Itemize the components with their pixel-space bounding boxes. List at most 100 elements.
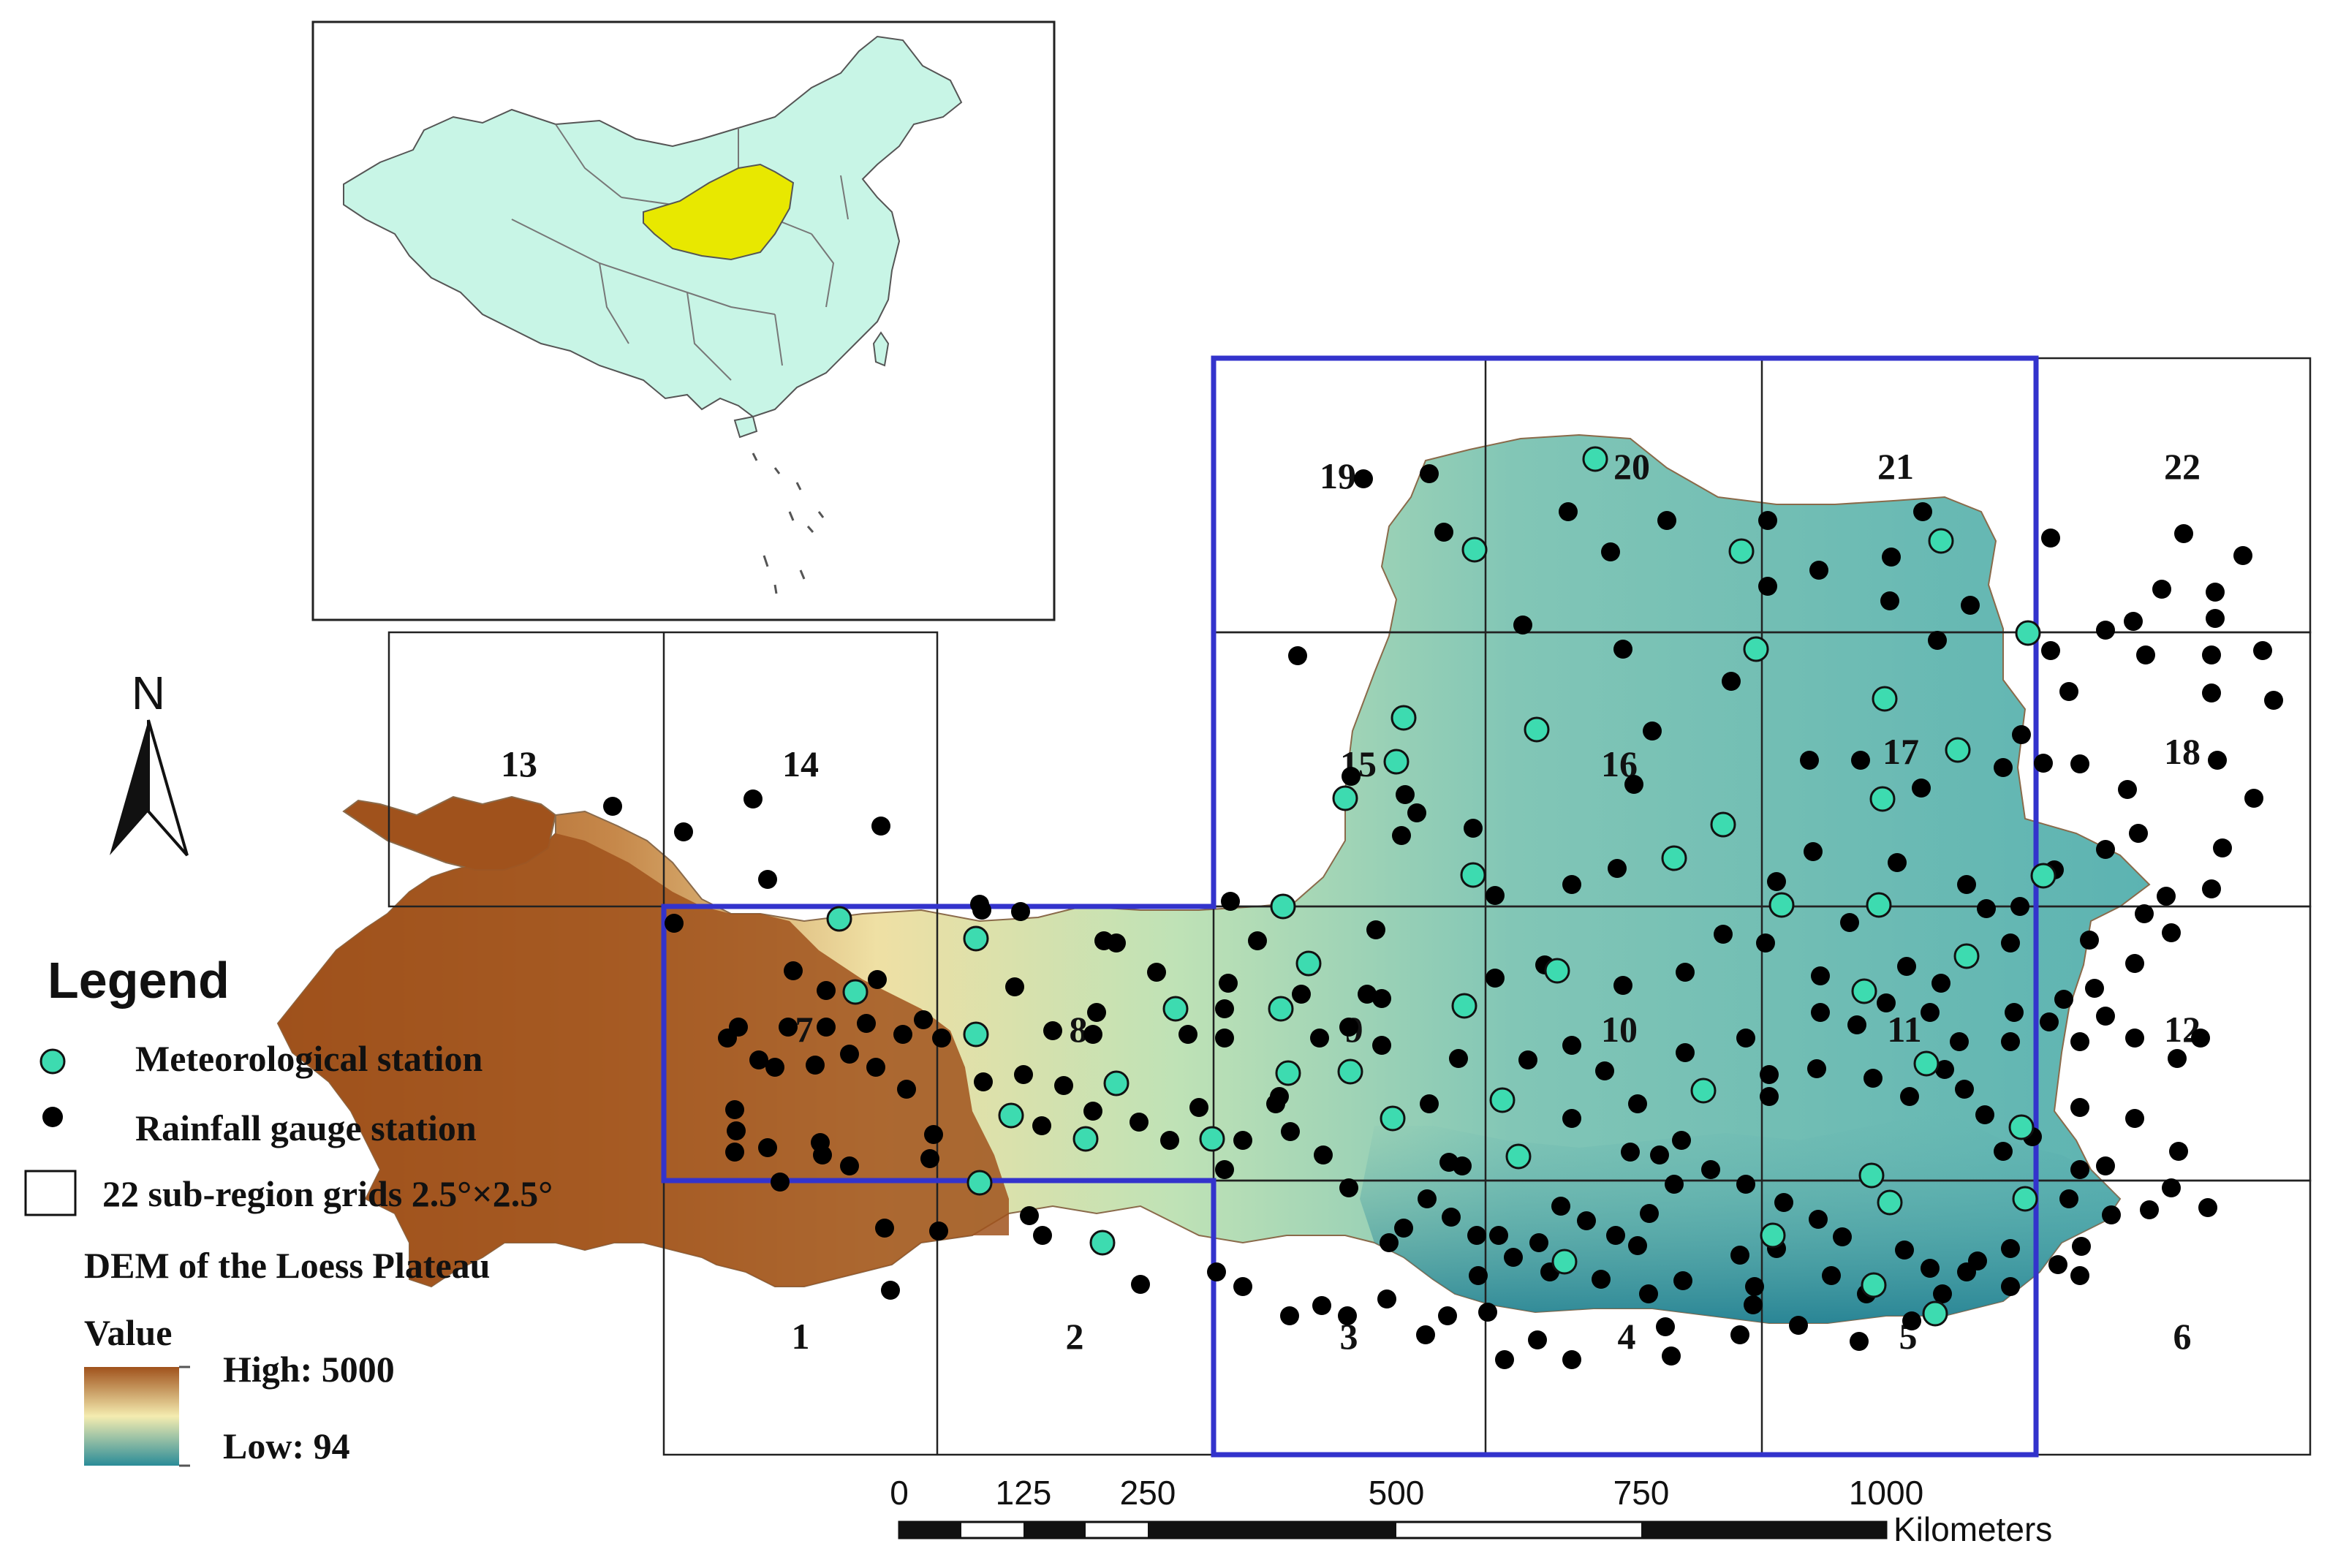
rainfall-gauge-station-marker	[1551, 1197, 1570, 1216]
rainfall-gauge-station-marker	[2059, 1189, 2078, 1208]
rainfall-gauge-station-marker	[1673, 1271, 1692, 1290]
meteorological-station-marker	[1928, 528, 1954, 554]
legend-rainfall: Rainfall gauge station	[135, 1107, 477, 1148]
rainfall-gauge-station-marker	[1736, 1029, 1755, 1048]
south-china-sea-islands	[752, 452, 825, 594]
rainfall-gauge-station-marker	[2096, 840, 2115, 859]
rainfall-gauge-station-marker	[1233, 1131, 1252, 1150]
rainfall-gauge-station-marker	[1014, 1065, 1033, 1084]
grid-label-22: 22	[2164, 446, 2201, 487]
rainfall-gauge-station-marker	[1005, 977, 1024, 996]
meteorological-station-marker	[1913, 1050, 1940, 1077]
rainfall-gauge-station-marker	[2169, 1142, 2188, 1161]
rainfall-gauge-station-marker	[2070, 1098, 2089, 1117]
plateau-west-highland	[278, 833, 1009, 1287]
rainfall-gauge-station-marker	[1032, 1116, 1051, 1135]
rainfall-gauge-station-marker	[1847, 1015, 1866, 1034]
scale-tick-250: 250	[1120, 1474, 1176, 1512]
rainfall-gauge-station-marker	[2244, 789, 2263, 808]
rainfall-gauge-station-marker	[1407, 803, 1426, 822]
rainfall-gauge-station-marker	[1767, 872, 1786, 891]
rainfall-gauge-station-marker	[2001, 1239, 2020, 1258]
rainfall-gauge-station-marker	[897, 1080, 916, 1099]
rainfall-gauge-station-marker	[1418, 1189, 1437, 1208]
rainfall-gauge-station-marker	[1608, 859, 1627, 878]
grid-label-14: 14	[782, 743, 819, 784]
rainfall-gauge-station-marker	[1809, 1210, 1828, 1229]
rainfall-gauge-station-marker	[2202, 645, 2221, 664]
rainfall-gauge-station-marker	[1850, 1332, 1869, 1351]
rainfall-gauge-station-marker	[1054, 1076, 1073, 1095]
rainfall-gauge-station-marker	[2048, 1255, 2067, 1274]
rainfall-gauge-station-marker	[1760, 1065, 1779, 1084]
rainfall-gauge-station-marker	[1339, 1178, 1358, 1197]
rainfall-gauge-station-marker	[1377, 1289, 1396, 1308]
rainfall-gauge-station-marker	[1650, 1145, 1669, 1164]
rainfall-gauge-station-marker	[1513, 616, 1532, 635]
rainfall-gauge-station-marker	[1935, 1060, 1954, 1079]
rainfall-gauge-station-marker	[893, 1025, 912, 1044]
study-area-outline	[661, 355, 2039, 1458]
rainfall-gauge-station-marker	[1822, 1266, 1841, 1285]
rainfall-gauge-station-marker	[1467, 1226, 1486, 1245]
rainfall-gauge-station-marker	[2005, 1003, 2024, 1022]
rainfall-gauge-station-marker	[1807, 1059, 1826, 1078]
rainfall-gauge-station-marker	[758, 870, 777, 889]
rainfall-gauge-station-marker	[1640, 1204, 1659, 1223]
rainfall-gauge-station-marker	[1518, 1050, 1537, 1069]
meteorological-legend-symbol	[39, 1048, 66, 1075]
rainfall-gauge-station-marker	[1676, 1043, 1695, 1062]
rainfall-gauge-station-marker	[2125, 954, 2144, 973]
rainfall-gauge-station-marker	[2208, 751, 2227, 770]
rainfall-gauge-station-marker	[1160, 1131, 1179, 1150]
rainfall-gauge-station-marker	[875, 1219, 894, 1238]
rainfall-gauge-station-marker	[2070, 1266, 2089, 1285]
legend-high: High: 5000	[223, 1349, 395, 1390]
rainfall-gauge-station-marker	[2168, 1049, 2187, 1068]
rainfall-gauge-station-marker	[2096, 1156, 2115, 1175]
rainfall-gauge-station-marker	[1087, 1003, 1106, 1022]
rainfall-gauge-station-marker	[871, 817, 890, 836]
rainfall-gauge-station-marker	[2096, 1007, 2115, 1026]
meteorological-station-marker	[1275, 1060, 1301, 1086]
rainfall-gauge-station-marker	[1639, 1284, 1658, 1303]
meteorological-station-marker	[1768, 892, 1795, 918]
rainfall-gauge-station-marker	[1434, 523, 1453, 542]
rainfall-gauge-station-marker	[2085, 979, 2104, 998]
meteorological-station-marker	[1460, 862, 1486, 888]
rainfall-legend-symbol	[42, 1107, 63, 1127]
rainfall-gauge-station-marker	[868, 970, 887, 989]
rainfall-gauge-station-marker	[1281, 1122, 1300, 1141]
rainfall-gauge-station-marker	[817, 981, 836, 1000]
rainfall-gauge-station-marker	[881, 1281, 900, 1300]
grid-label-2: 2	[1066, 1316, 1084, 1357]
grid-labels: 1 2 3 4 5 6 7 8 9 10 11 12 13 14 15 16 1…	[501, 446, 2201, 1357]
meteorological-station-marker	[1922, 1300, 1948, 1327]
rainfall-gauge-station-marker	[1714, 925, 1733, 944]
rainfall-gauge-station-marker	[1107, 933, 1126, 952]
rainfall-gauge-station-marker	[1774, 1193, 1793, 1212]
meteorological-station-marker	[966, 1170, 993, 1196]
rainfall-gauge-station-marker	[1280, 1306, 1299, 1325]
rainfall-gauge-station-marker	[1478, 1303, 1497, 1322]
meteorological-stations	[826, 446, 2057, 1327]
rainfall-gauge-station-marker	[2102, 1205, 2121, 1224]
rainfall-gauge-station-marker	[1730, 1325, 1749, 1344]
rainfall-gauge-station-marker	[974, 1072, 993, 1091]
rainfall-gauge-station-marker	[840, 1045, 859, 1064]
rainfall-gauge-station-marker	[1562, 1036, 1581, 1055]
rainfall-gauge-station-marker	[1396, 785, 1415, 804]
rainfall-gauge-station-marker	[2034, 754, 2053, 773]
legend-low: Low: 94	[223, 1425, 350, 1466]
rainfall-gauge-station-marker	[2041, 529, 2060, 548]
rainfall-gauge-station-marker	[1811, 966, 1830, 985]
rainfall-gauge-station-marker	[718, 1029, 737, 1048]
meteorological-station-marker	[1872, 686, 1898, 712]
rainfall-gauge-station-marker	[1913, 502, 1932, 521]
meteorological-station-marker	[1270, 893, 1296, 920]
scale-tick-500: 500	[1369, 1474, 1425, 1512]
meteorological-station-marker	[1268, 996, 1294, 1022]
rainfall-gauge-station-marker	[1366, 920, 1385, 939]
rainfall-gauge-station-marker	[1215, 1029, 1234, 1048]
rainfall-gauge-station-marker	[603, 797, 622, 816]
